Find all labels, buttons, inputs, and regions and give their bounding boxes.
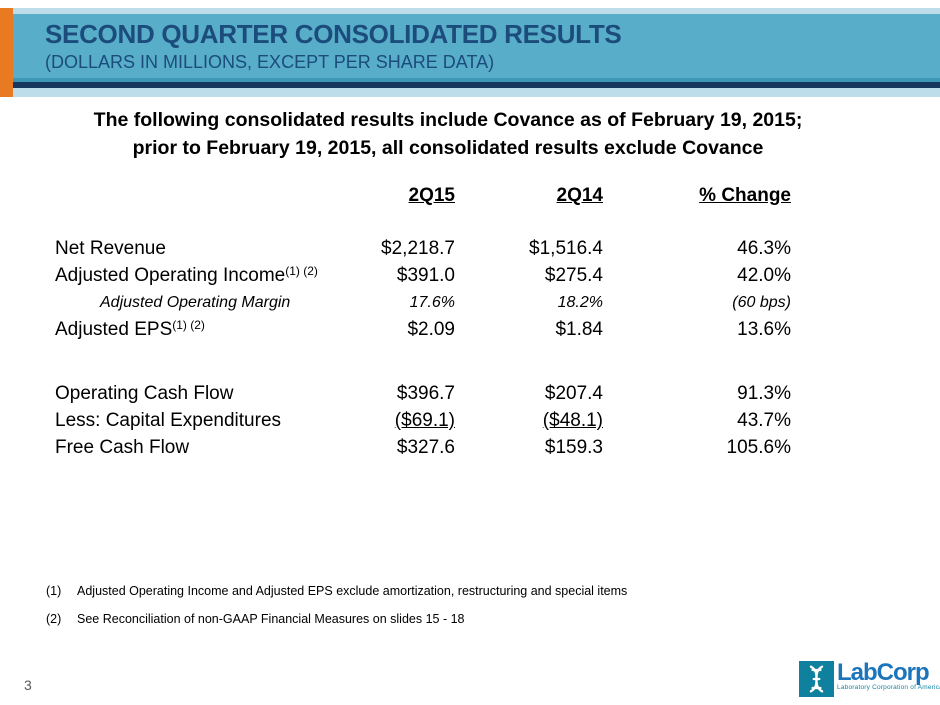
page-number: 3 [24, 677, 32, 693]
column-header-2q14-label: 2Q14 [556, 185, 603, 206]
footnote-2-marker: (2) [46, 612, 62, 626]
intro-line-1: The following consolidated results inclu… [93, 109, 803, 131]
cell-2q15: $2,218.7 [381, 238, 455, 259]
table-row-adjusted-operating-margin: Adjusted Operating Margin 17.6% 18.2% (6… [55, 289, 791, 316]
logo-tagline: Laboratory Corporation of America [837, 684, 940, 691]
results-table: 2Q15 2Q14 % Change Net Revenue $2,218.7 … [55, 182, 791, 461]
cell-2q14: $159.3 [544, 437, 603, 458]
table-row-operating-cash-flow: Operating Cash Flow $396.7 $207.4 91.3% [55, 380, 791, 407]
table-header-spacer [55, 182, 345, 209]
slide-header: SECOND QUARTER CONSOLIDATED RESULTS (DOL… [0, 8, 940, 97]
cell-2q14: $275.4 [544, 265, 603, 286]
logo-text-column: LabCorp Laboratory Corporation of Americ… [837, 661, 940, 692]
footnote-1-text: Adjusted Operating Income and Adjusted E… [77, 584, 628, 598]
slide-title: SECOND QUARTER CONSOLIDATED RESULTS [45, 19, 622, 49]
row-label: Adjusted EPS(1) (2) [55, 316, 345, 343]
column-header-2q15-label: 2Q15 [408, 185, 455, 206]
cell-2q15: $396.7 [396, 383, 455, 404]
column-header-2q14: 2Q14 [455, 182, 603, 209]
table-row-free-cash-flow: Free Cash Flow $327.6 $159.3 105.6% [55, 434, 791, 461]
column-header-2q15: 2Q15 [345, 182, 455, 209]
underlined-value: ($69.1) [394, 410, 455, 431]
footnote-1: (1) Adjusted Operating Income and Adjust… [46, 584, 627, 599]
header-title-band: SECOND QUARTER CONSOLIDATED RESULTS (DOL… [0, 14, 940, 78]
cell-change: 13.6% [737, 319, 791, 340]
row-label: Adjusted Operating Margin [100, 294, 291, 311]
cell-2q15: ($69.1) [345, 407, 455, 434]
table-row-net-revenue: Net Revenue $2,218.7 $1,516.4 46.3% [55, 235, 791, 262]
table-row-adjusted-eps: Adjusted EPS(1) (2) $2.09 $1.84 13.6% [55, 316, 791, 343]
table-header-row: 2Q15 2Q14 % Change [55, 182, 791, 209]
header-top-strip [0, 8, 940, 14]
footnote-2: (2) See Reconciliation of non-GAAP Finan… [46, 612, 627, 627]
logo-wordmark: LabCorp [837, 659, 930, 686]
table-row-adjusted-operating-income: Adjusted Operating Income(1) (2) $391.0 … [55, 262, 791, 289]
footnote-2-text: See Reconciliation of non-GAAP Financial… [77, 612, 465, 626]
cell-2q14: ($48.1) [455, 407, 603, 434]
cell-2q14: $1.84 [555, 319, 603, 340]
footnotes: (1) Adjusted Operating Income and Adjust… [46, 584, 627, 640]
cell-change: 43.7% [737, 410, 791, 431]
row-label: Net Revenue [55, 238, 166, 259]
header-navy-rule [0, 82, 940, 88]
row-label: Operating Cash Flow [55, 383, 234, 404]
dna-helix-icon [799, 661, 834, 697]
header-teal-edge [0, 78, 940, 82]
row-label: Less: Capital Expenditures [55, 410, 282, 431]
cell-change: (60 bps) [732, 294, 791, 311]
cell-change: 42.0% [737, 265, 791, 286]
row-label: Adjusted Operating Income(1) (2) [55, 262, 345, 289]
row-label-text: Adjusted Operating Income [55, 265, 286, 286]
cell-2q15: $391.0 [396, 265, 455, 286]
cell-2q14: 18.2% [557, 294, 603, 311]
cell-change: 91.3% [737, 383, 791, 404]
column-header-change-label: % Change [699, 185, 791, 206]
cell-2q14: $207.4 [544, 383, 603, 404]
cell-2q15: 17.6% [409, 294, 455, 311]
slide-subtitle: (DOLLARS IN MILLIONS, EXCEPT PER SHARE D… [45, 52, 495, 72]
cell-2q15: $2.09 [407, 319, 455, 340]
footnote-1-marker: (1) [46, 584, 62, 598]
row-label: Free Cash Flow [55, 437, 190, 458]
cell-change: 105.6% [726, 437, 791, 458]
cell-2q14: $1,516.4 [529, 238, 603, 259]
table-row-capital-expenditures: Less: Capital Expenditures ($69.1) ($48.… [55, 407, 791, 434]
footnote-reference: (1) (2) [172, 318, 205, 332]
accent-orange-bar [0, 8, 13, 97]
header-bottom-strip [0, 88, 940, 97]
underlined-value: ($48.1) [542, 410, 603, 431]
footnote-reference: (1) (2) [285, 264, 318, 278]
row-label-text: Adjusted EPS [55, 319, 173, 340]
intro-paragraph: The following consolidated results inclu… [0, 106, 896, 162]
intro-line-2: prior to February 19, 2015, all consolid… [132, 137, 764, 159]
labcorp-logo: LabCorp Laboratory Corporation of Americ… [799, 661, 940, 697]
cell-2q15: $327.6 [396, 437, 455, 458]
column-header-change: % Change [603, 182, 791, 209]
table-section-gap [55, 343, 791, 380]
cell-change: 46.3% [737, 238, 791, 259]
